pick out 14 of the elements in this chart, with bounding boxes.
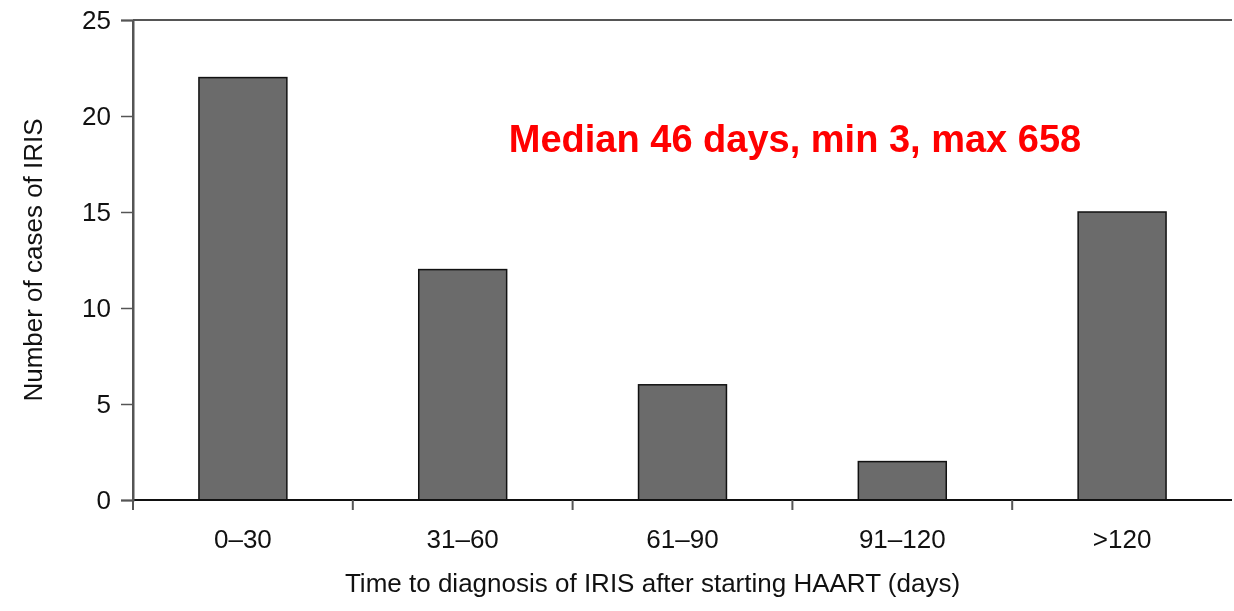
y-tick-label: 20 (82, 100, 111, 131)
y-tick-label: 10 (82, 292, 111, 323)
x-tick-label: 61–90 (646, 524, 719, 554)
y-tick-label: 25 (82, 4, 111, 35)
x-tick-label: >120 (1092, 524, 1152, 554)
y-tick-label: 15 (82, 196, 111, 227)
x-tick-label: 91–120 (858, 524, 946, 554)
y-axis-title: Number of cases of IRIS (18, 118, 48, 402)
y-tick-label: 0 (96, 484, 111, 515)
y-tick-label: 5 (96, 388, 111, 419)
x-axis-title: Time to diagnosis of IRIS after starting HAART (days) (344, 568, 961, 598)
x-tick-label: 0–30 (213, 524, 272, 554)
annotation: Median 46 days, min 3, max 658 (508, 118, 1082, 160)
x-tick-label: 31–60 (426, 524, 499, 554)
